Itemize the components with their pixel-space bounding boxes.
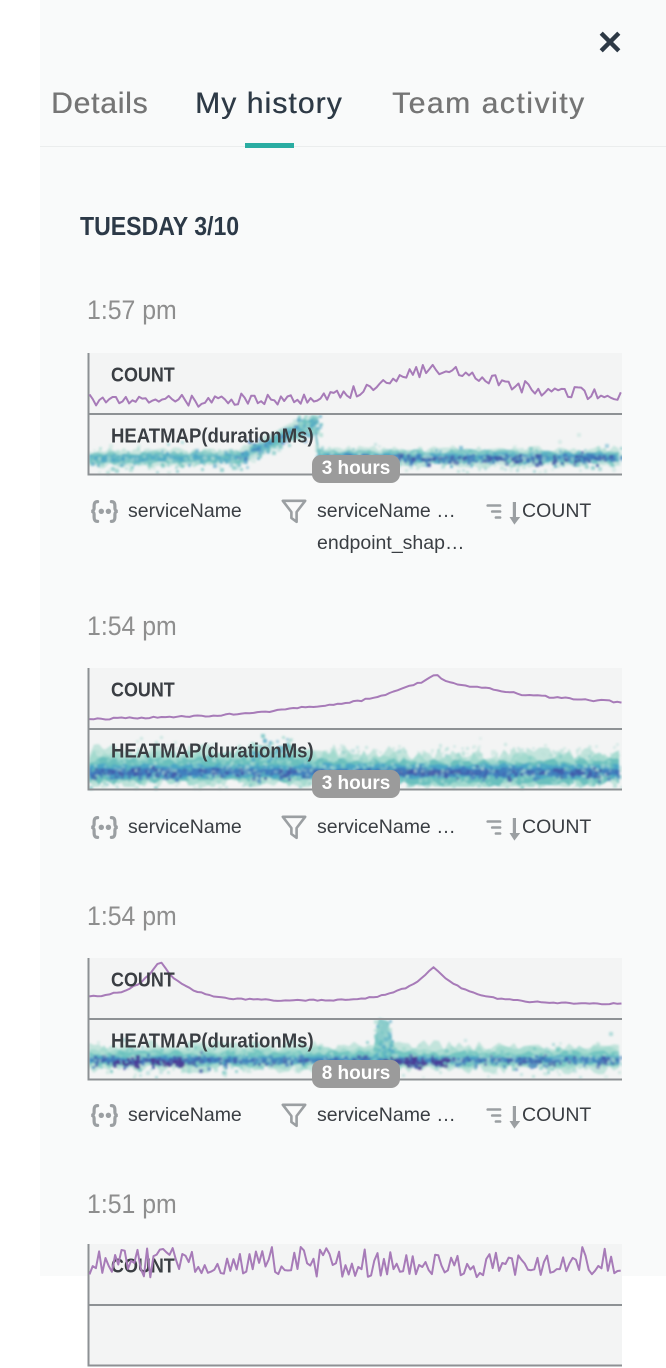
svg-text:HEATMAP(durationMs): HEATMAP(durationMs) xyxy=(111,425,314,448)
svg-text:COUNT: COUNT xyxy=(111,679,175,701)
svg-text:HEATMAP(durationMs): HEATMAP(durationMs) xyxy=(111,1030,314,1053)
svg-text:COUNT: COUNT xyxy=(111,364,175,386)
svg-text:HEATMAP(durationMs): HEATMAP(durationMs) xyxy=(111,740,314,763)
svg-text:COUNT: COUNT xyxy=(111,969,175,991)
